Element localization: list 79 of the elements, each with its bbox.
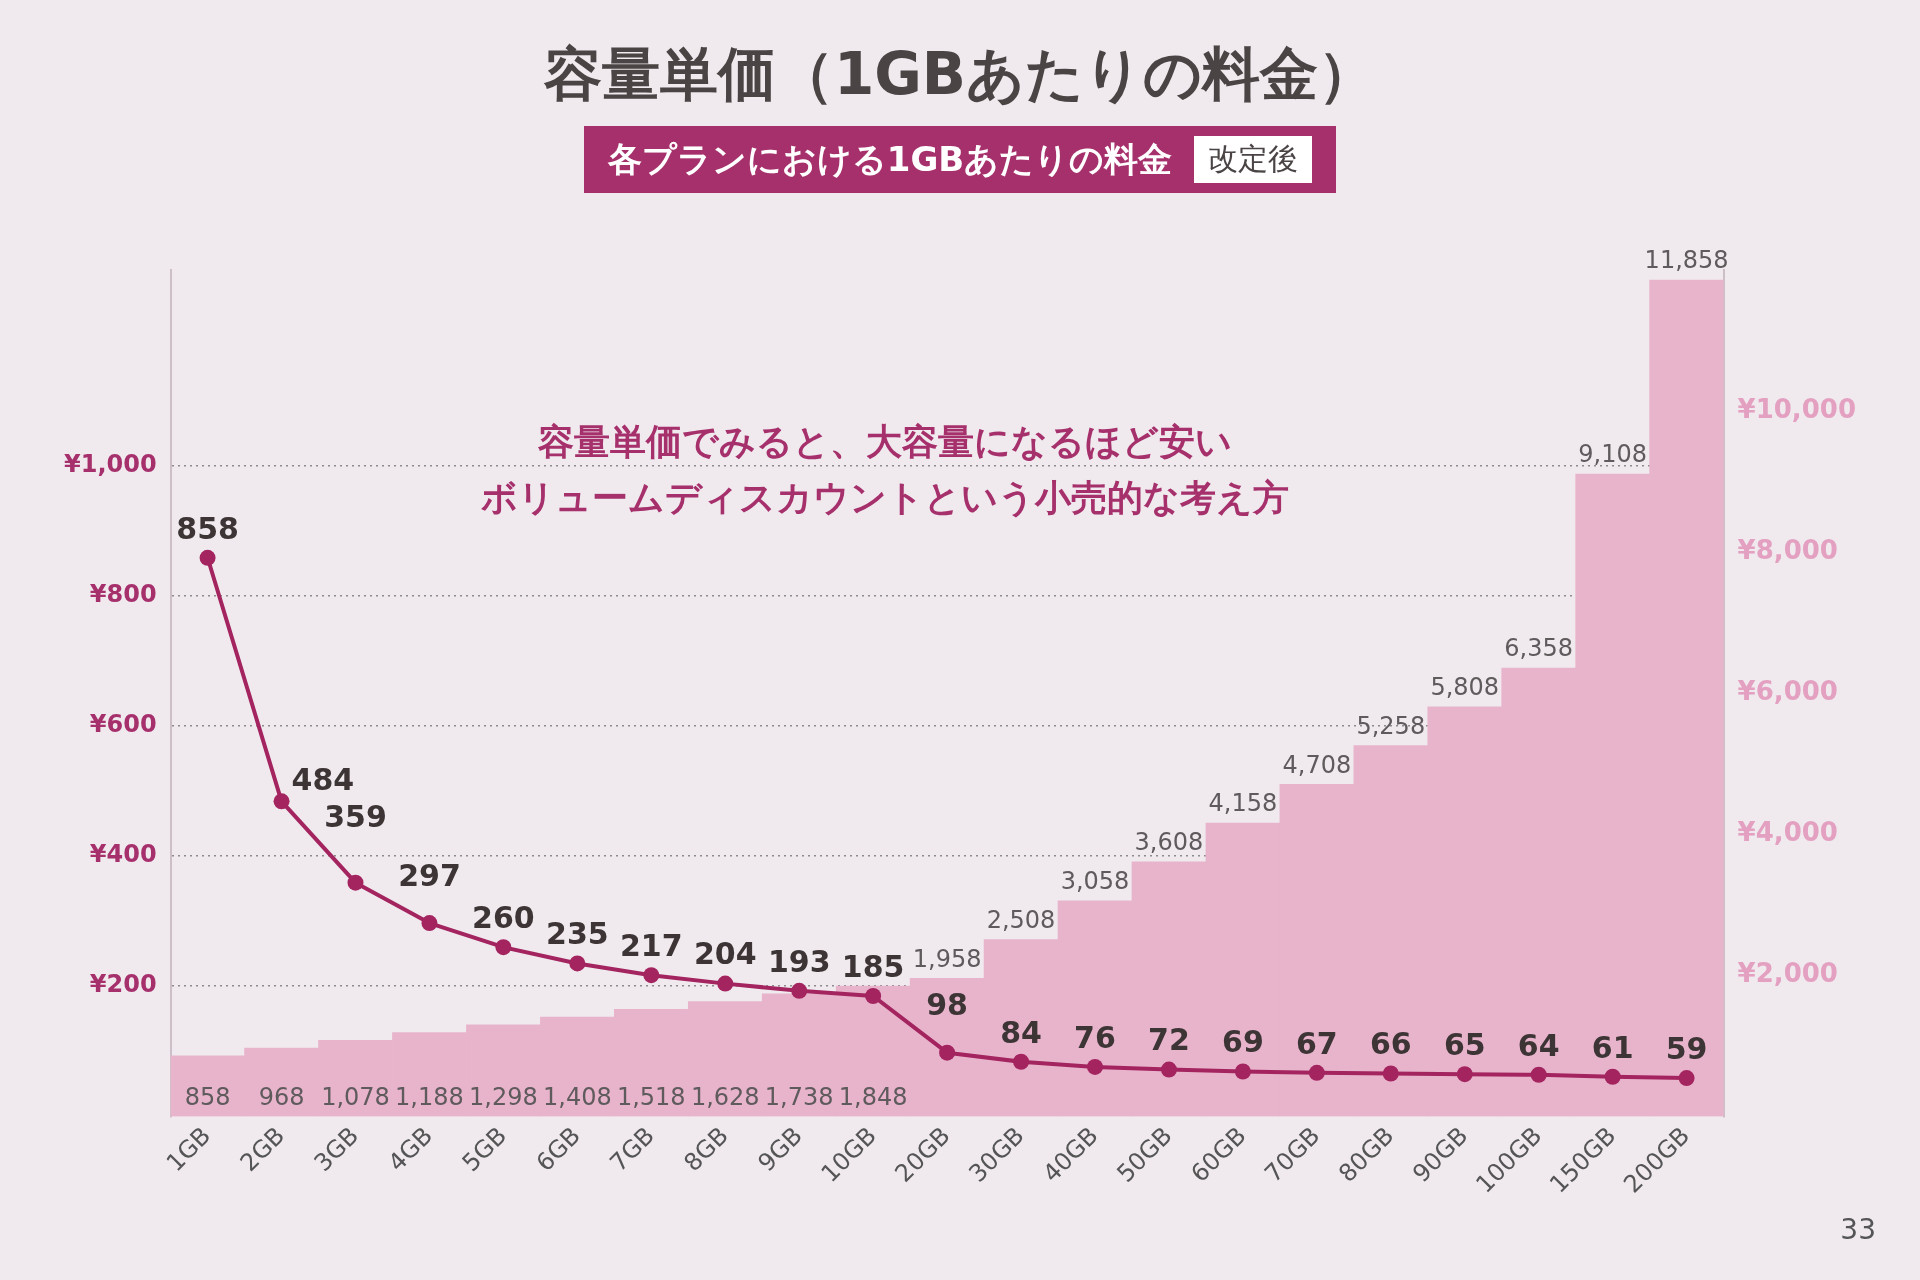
- data-label: 185: [841, 948, 905, 984]
- data-label: 4,708: [1282, 750, 1352, 779]
- point: [1160, 1061, 1177, 1078]
- data-label: 61: [1591, 1029, 1634, 1065]
- data-label: 235: [546, 916, 609, 952]
- data-label: 484: [291, 762, 355, 798]
- data-label: 84: [1000, 1014, 1042, 1050]
- chart-title: 容量単価（1GBあたりの料金）: [542, 39, 1378, 110]
- point: [495, 939, 512, 956]
- data-label: 5,258: [1356, 711, 1426, 740]
- y2-tick-label: ¥2,000: [1737, 958, 1838, 989]
- point: [643, 967, 660, 984]
- y2-tick-label: ¥10,000: [1737, 393, 1856, 424]
- data-label: 968: [258, 1082, 305, 1111]
- data-label: 11,858: [1644, 246, 1729, 275]
- point: [347, 874, 364, 891]
- point: [939, 1044, 956, 1061]
- data-label: 9,108: [1578, 440, 1648, 469]
- point: [421, 915, 438, 932]
- point: [1604, 1068, 1621, 1085]
- data-label: 1,848: [838, 1082, 908, 1111]
- chart-subtitle: 各プランにおける1GBあたりの料金: [607, 137, 1173, 181]
- y2-tick-label: ¥6,000: [1737, 675, 1838, 706]
- point: [865, 987, 882, 1004]
- y-tick-label: ¥600: [89, 710, 157, 739]
- y2-tick-label: ¥4,000: [1737, 817, 1838, 848]
- data-label: 1,518: [616, 1082, 686, 1111]
- data-label: 6,358: [1504, 634, 1574, 663]
- point: [791, 982, 808, 999]
- data-label: 3,608: [1134, 828, 1204, 857]
- data-label: 1,078: [321, 1082, 390, 1111]
- y-tick-label: ¥1,000: [63, 449, 157, 478]
- annotation: 容量単価でみると、大容量になるほど安い: [536, 419, 1233, 464]
- data-label: 65: [1443, 1026, 1486, 1062]
- point: [199, 549, 216, 566]
- annotation: ボリュームディスカウントという小売的な考え方: [480, 475, 1289, 520]
- point: [1087, 1058, 1103, 1075]
- data-label: 193: [767, 943, 831, 979]
- y-tick-label: ¥400: [89, 840, 157, 869]
- data-label: 67: [1295, 1025, 1338, 1061]
- data-label: 204: [693, 936, 757, 972]
- point: [569, 955, 586, 972]
- y-tick-label: ¥800: [89, 579, 157, 608]
- point: [1678, 1070, 1695, 1087]
- data-label: 260: [472, 899, 535, 935]
- data-label: 217: [619, 927, 683, 963]
- data-label: 1,738: [764, 1082, 834, 1111]
- data-label: 69: [1222, 1024, 1264, 1060]
- data-label: 1,298: [469, 1082, 538, 1111]
- data-label: 359: [324, 799, 387, 835]
- data-label: 72: [1148, 1022, 1190, 1058]
- point: [273, 793, 290, 810]
- data-label: 3,058: [1060, 866, 1130, 895]
- point: [1382, 1065, 1399, 1082]
- data-label: 1,958: [912, 944, 982, 973]
- y2-tick-label: ¥8,000: [1737, 534, 1838, 565]
- data-label: 858: [184, 1082, 231, 1111]
- data-label: 5,808: [1430, 673, 1500, 701]
- data-label: 4,158: [1208, 789, 1278, 818]
- point: [1456, 1066, 1473, 1083]
- data-label: 59: [1665, 1030, 1708, 1066]
- data-label: 1,628: [690, 1082, 760, 1111]
- point: [1234, 1063, 1251, 1080]
- y-tick-label: ¥200: [89, 970, 157, 999]
- data-label: 64: [1517, 1027, 1560, 1063]
- point: [717, 975, 734, 992]
- data-label: 297: [398, 857, 461, 893]
- data-label: 1,188: [395, 1082, 464, 1111]
- data-label: 76: [1074, 1019, 1116, 1055]
- point: [1013, 1053, 1030, 1070]
- point: [1308, 1064, 1325, 1081]
- data-label: 98: [926, 987, 968, 1023]
- text: 33: [1840, 1213, 1876, 1246]
- data-label: 858: [176, 510, 239, 546]
- data-label: 2,508: [986, 905, 1056, 934]
- text: 改定後: [1194, 136, 1313, 183]
- point: [1530, 1066, 1547, 1083]
- data-label: 66: [1369, 1026, 1412, 1062]
- data-label: 1,408: [542, 1082, 612, 1111]
